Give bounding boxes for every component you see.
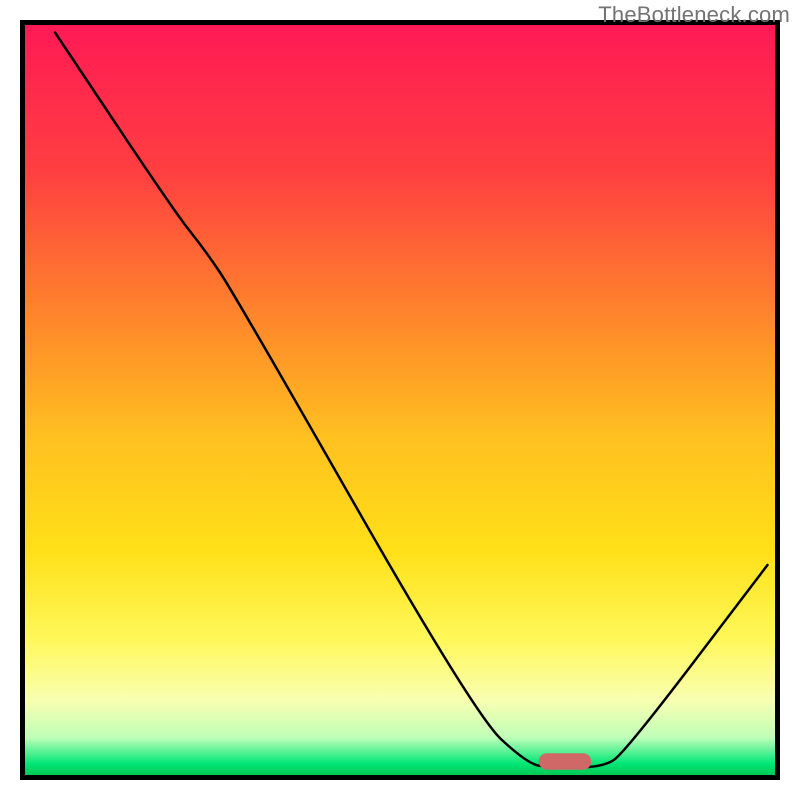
optimum-marker — [539, 753, 592, 769]
bottleneck-chart — [25, 25, 775, 775]
chart-background — [25, 25, 775, 775]
watermark-text: TheBottleneck.com — [598, 2, 790, 28]
chart-frame — [20, 20, 780, 780]
